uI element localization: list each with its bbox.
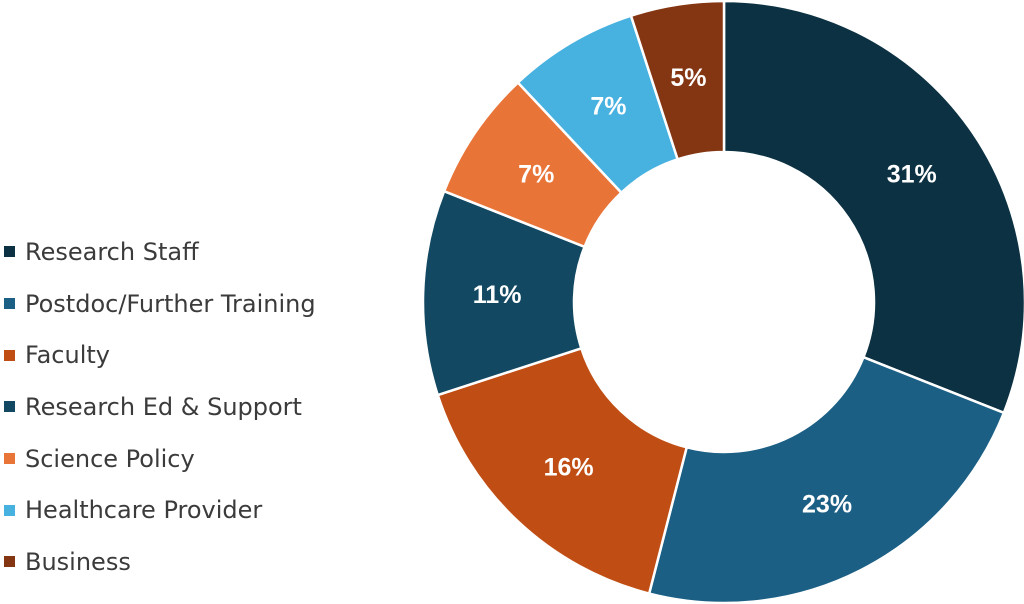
slice-label-healthcare-provider: 7% (590, 93, 626, 121)
legend-item-postdoc-further-training: Postdoc/Further Training (4, 278, 384, 330)
legend-item-faculty: Faculty (4, 329, 384, 381)
legend-label: Business (25, 547, 131, 576)
chart-legend: Research Staff Postdoc/Further Training Fa… (4, 226, 384, 588)
slice-business (629, 0, 726, 161)
legend-swatch (4, 349, 15, 361)
legend-item-healthcare-provider: Healthcare Provider (4, 484, 384, 536)
legend-label: Postdoc/Further Training (25, 289, 316, 318)
slice-research-staff (722, 0, 1024, 415)
legend-label: Healthcare Provider (25, 496, 263, 525)
legend-swatch (4, 401, 15, 413)
donut-labels: 31% 23% 16% 11% 7% 7% 5% (473, 64, 937, 518)
slice-faculty (436, 346, 689, 596)
legend-item-research-staff: Research Staff (4, 226, 384, 278)
legend-swatch (4, 298, 15, 310)
slice-label-business: 5% (670, 64, 706, 92)
slice-label-research-staff: 31% (887, 160, 937, 188)
legend-swatch (4, 453, 15, 465)
legend-label: Science Policy (25, 444, 195, 473)
slice-label-science-policy: 7% (518, 160, 554, 188)
legend-item-business: Business (4, 536, 384, 588)
legend-item-research-ed-support: Research Ed & Support (4, 381, 384, 433)
slice-label-postdoc-further-training: 23% (802, 490, 852, 518)
legend-swatch (4, 246, 15, 258)
slice-label-faculty: 16% (544, 453, 594, 481)
donut-slices (421, 0, 1024, 604)
legend-label: Research Staff (25, 237, 199, 266)
legend-label: Faculty (25, 341, 110, 370)
legend-label: Research Ed & Support (25, 392, 302, 421)
legend-item-science-policy: Science Policy (4, 433, 384, 485)
legend-swatch (4, 504, 15, 516)
slice-postdoc-further-training (647, 355, 1006, 604)
slice-label-research-ed-support: 11% (473, 281, 522, 309)
legend-swatch (4, 556, 15, 568)
